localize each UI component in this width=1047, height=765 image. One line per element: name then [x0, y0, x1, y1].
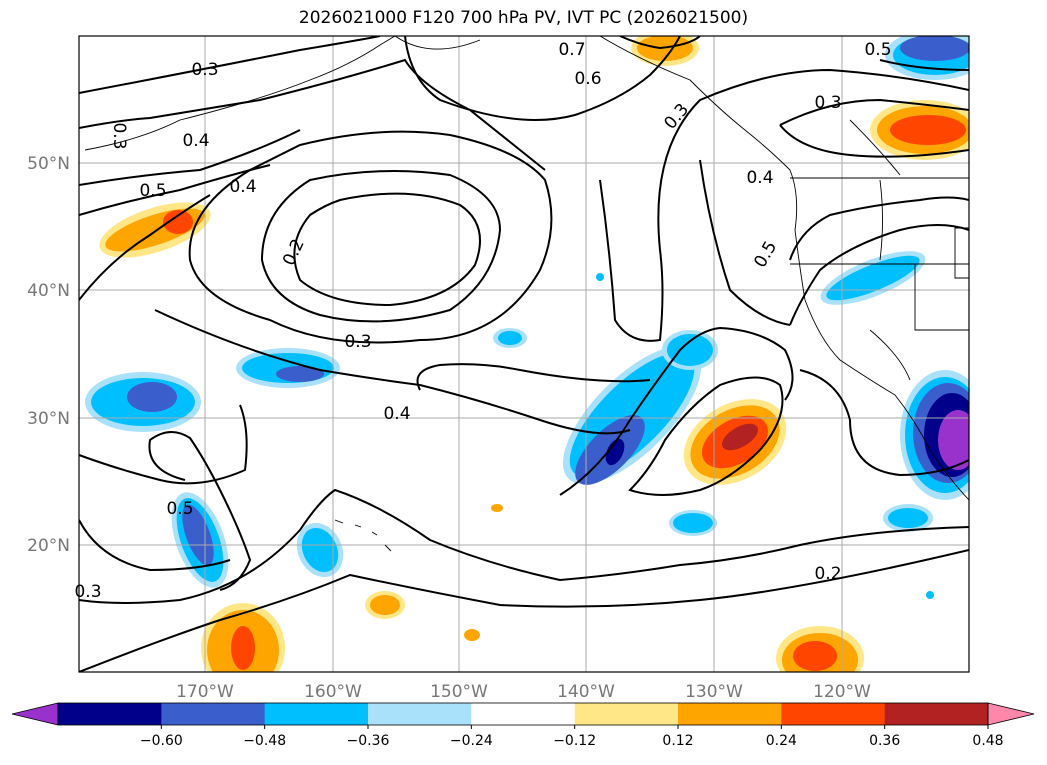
- positive-anomaly-region: [637, 36, 693, 61]
- map-title: 2026021000 F120 700 hPa PV, IVT PC (2026…: [298, 8, 749, 28]
- contour-label: 0.3: [74, 582, 101, 602]
- positive-anomaly-region: [464, 629, 480, 641]
- positive-anomaly-region: [370, 595, 400, 615]
- contour-label: 0.2: [279, 236, 309, 269]
- shading-layer: [85, 36, 969, 672]
- contour-label: 0.2: [814, 564, 841, 584]
- negative-anomaly-region: [826, 255, 920, 301]
- negative-anomaly-region: [127, 382, 177, 412]
- negative-anomaly-region: [498, 331, 522, 345]
- contour-label: 0.3: [191, 60, 218, 80]
- colorbar-frame: [57, 702, 989, 726]
- contour-label: 0.4: [746, 168, 773, 188]
- colorbar-segment: [884, 703, 989, 725]
- negative-anomaly-region: [888, 508, 928, 528]
- colorbar-tick-label: −0.48: [243, 733, 286, 749]
- colorbar: −0.60 −0.48 −0.36 −0.24 −0.12 0.12 0.24 0.36 0.4…: [11, 702, 1035, 749]
- colorbar-segment: [368, 703, 472, 725]
- positive-anomaly-region: [793, 641, 837, 671]
- contour-label: 0.4: [383, 404, 410, 424]
- lat-tick-label: 20°N: [27, 536, 70, 556]
- colorbar-segment: [781, 703, 886, 725]
- contour-label: 0.5: [166, 499, 193, 519]
- negative-anomaly-region: [276, 366, 324, 382]
- coastlines: [84, 36, 969, 552]
- pv-contours: [79, 36, 969, 672]
- colorbar-tick-label: 0.36: [869, 733, 900, 749]
- lat-tick-label: 40°N: [27, 281, 70, 301]
- map-border: [78, 35, 970, 673]
- colorbar-segment: [574, 703, 679, 725]
- contour-label: 0.6: [574, 69, 601, 89]
- contour-label: 0.4: [182, 131, 209, 151]
- lat-tick-label: 30°N: [27, 409, 70, 429]
- lat-axis: 50°N 40°N 30°N 20°N: [27, 154, 70, 556]
- positive-anomaly-region: [231, 626, 255, 670]
- contour-label: 0.3: [814, 93, 841, 113]
- contour-label: 0.5: [750, 238, 781, 271]
- contour-label: 0.5: [864, 40, 891, 60]
- lon-tick-label: 120°W: [813, 682, 871, 702]
- colorbar-segment: [678, 703, 782, 725]
- negative-anomaly-region: [673, 513, 713, 533]
- colorbar-tick-label: −0.60: [140, 733, 183, 749]
- colorbar-segment: [471, 703, 576, 725]
- lon-axis: 170°W 160°W 150°W 140°W 130°W 120°W: [176, 682, 871, 702]
- negative-anomaly-region: [596, 273, 604, 281]
- colorbar-tick-label: 0.12: [662, 733, 693, 749]
- colorbar-tick-label: −0.24: [450, 733, 493, 749]
- negative-anomaly-region: [301, 527, 339, 573]
- contour-label: 0.3: [109, 122, 129, 149]
- lon-tick-label: 150°W: [430, 682, 488, 702]
- contour-label: 0.4: [229, 177, 256, 197]
- positive-anomaly-region: [890, 115, 966, 145]
- positive-anomaly-region: [163, 210, 193, 234]
- lon-tick-label: 160°W: [304, 682, 362, 702]
- positive-anomaly-region: [491, 504, 503, 512]
- colorbar-extend-low: [11, 702, 59, 726]
- contour-label: 0.5: [139, 181, 166, 201]
- lon-tick-label: 130°W: [685, 682, 743, 702]
- negative-anomaly-region: [605, 438, 625, 466]
- colorbar-extend-high: [987, 702, 1035, 726]
- colorbar-segment: [161, 703, 266, 725]
- colorbar-tick-label: −0.36: [347, 733, 390, 749]
- lon-tick-label: 170°W: [176, 682, 234, 702]
- lat-tick-label: 50°N: [27, 154, 70, 174]
- colorbar-tick-label: −0.12: [553, 733, 596, 749]
- contour-label: 0.3: [344, 332, 371, 352]
- map-area: [79, 36, 969, 672]
- colorbar-segment: [58, 703, 162, 725]
- negative-anomaly-region: [938, 410, 969, 470]
- lon-tick-label: 140°W: [557, 682, 615, 702]
- contour-label: 0.7: [558, 40, 585, 60]
- contour-label: 0.3: [660, 100, 693, 134]
- negative-anomaly-region: [667, 334, 713, 366]
- colorbar-segment: [264, 703, 369, 725]
- negative-anomaly-region: [926, 591, 934, 599]
- negative-anomaly-region: [182, 504, 214, 566]
- positive-anomaly-region: [721, 423, 759, 451]
- negative-anomaly-region: [900, 36, 969, 61]
- colorbar-tick-label: 0.48: [972, 733, 1003, 749]
- colorbar-tick-label: 0.24: [766, 733, 797, 749]
